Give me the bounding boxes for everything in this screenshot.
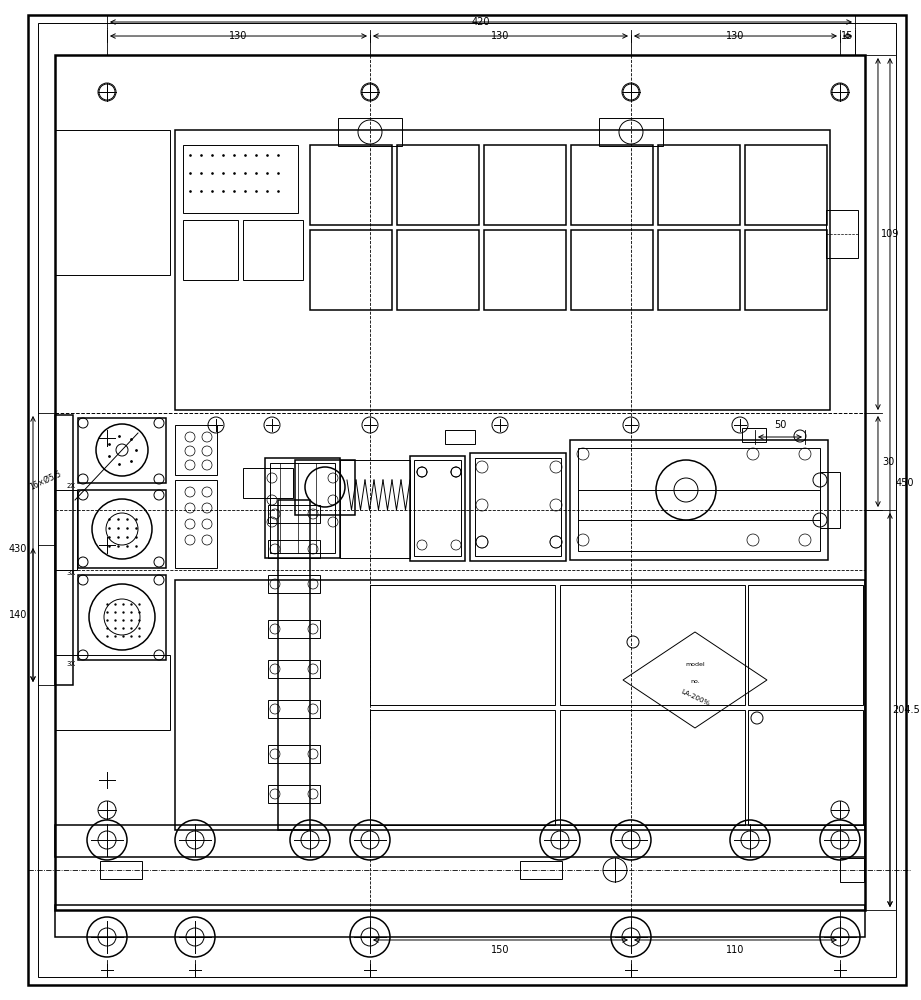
Bar (658, 145, 740, 225)
Bar (183, 145, 298, 213)
Bar (340, 460, 410, 558)
Text: 430: 430 (9, 544, 28, 554)
Bar (265, 458, 340, 558)
Bar (100, 861, 142, 879)
Bar (295, 460, 355, 515)
Bar (745, 145, 827, 225)
Text: LA-200%: LA-200% (680, 689, 710, 707)
Bar (175, 480, 217, 568)
Text: 140: 140 (9, 610, 28, 620)
Bar (397, 230, 479, 310)
Bar (820, 472, 840, 528)
Bar (55, 905, 865, 937)
Text: 130: 130 (229, 31, 248, 41)
Text: 130: 130 (491, 31, 509, 41)
Bar (742, 428, 766, 442)
Bar (571, 145, 653, 225)
Text: 30: 30 (881, 457, 894, 467)
Bar (55, 655, 170, 730)
Bar (748, 585, 863, 705)
Bar (268, 505, 320, 523)
Bar (55, 490, 77, 570)
Bar (55, 415, 73, 685)
Bar (175, 425, 217, 475)
Bar (55, 825, 865, 857)
Text: 2X: 2X (66, 483, 76, 489)
Bar (578, 448, 820, 551)
Bar (840, 858, 864, 882)
Bar (475, 458, 561, 556)
Bar (78, 490, 166, 568)
Text: 16×Ø5.5: 16×Ø5.5 (28, 469, 63, 492)
Bar (826, 210, 858, 258)
Bar (175, 130, 830, 410)
Bar (745, 230, 827, 310)
Text: 50: 50 (774, 420, 787, 430)
Text: 420: 420 (472, 17, 490, 27)
Text: 450: 450 (896, 478, 915, 488)
Bar (268, 620, 320, 638)
Text: 109: 109 (880, 229, 899, 239)
Bar (445, 430, 475, 444)
Text: no.: no. (690, 679, 700, 684)
Bar (560, 710, 745, 825)
Bar (484, 230, 566, 310)
Bar (338, 118, 402, 146)
Bar (55, 55, 865, 910)
Bar (243, 468, 293, 498)
Bar (55, 130, 170, 275)
Text: 130: 130 (727, 31, 745, 41)
Bar (243, 220, 303, 280)
Bar (484, 145, 566, 225)
Text: 150: 150 (491, 945, 509, 955)
Bar (748, 710, 863, 825)
Text: 3X: 3X (66, 570, 76, 576)
Bar (410, 456, 465, 561)
Bar (278, 500, 310, 830)
Bar (599, 118, 663, 146)
Bar (268, 575, 320, 593)
Bar (270, 463, 335, 553)
Text: 15: 15 (841, 31, 854, 41)
Bar (310, 230, 392, 310)
Bar (175, 580, 865, 830)
Bar (397, 145, 479, 225)
Bar (78, 418, 166, 483)
Bar (571, 230, 653, 310)
Bar (520, 861, 562, 879)
Bar (370, 710, 555, 825)
Bar (268, 540, 320, 558)
Bar (370, 585, 555, 705)
Bar (268, 660, 320, 678)
Bar (414, 460, 461, 556)
Text: 110: 110 (727, 945, 745, 955)
Text: 204.5: 204.5 (892, 705, 920, 715)
Bar (658, 230, 740, 310)
Bar (268, 785, 320, 803)
Bar (268, 745, 320, 763)
Text: model: model (685, 662, 705, 667)
Bar (183, 220, 238, 280)
Text: 3X: 3X (66, 661, 76, 667)
Bar (570, 440, 828, 560)
Bar (560, 585, 745, 705)
Bar (310, 145, 392, 225)
Bar (268, 700, 320, 718)
Bar (78, 575, 166, 660)
Bar (470, 453, 566, 561)
